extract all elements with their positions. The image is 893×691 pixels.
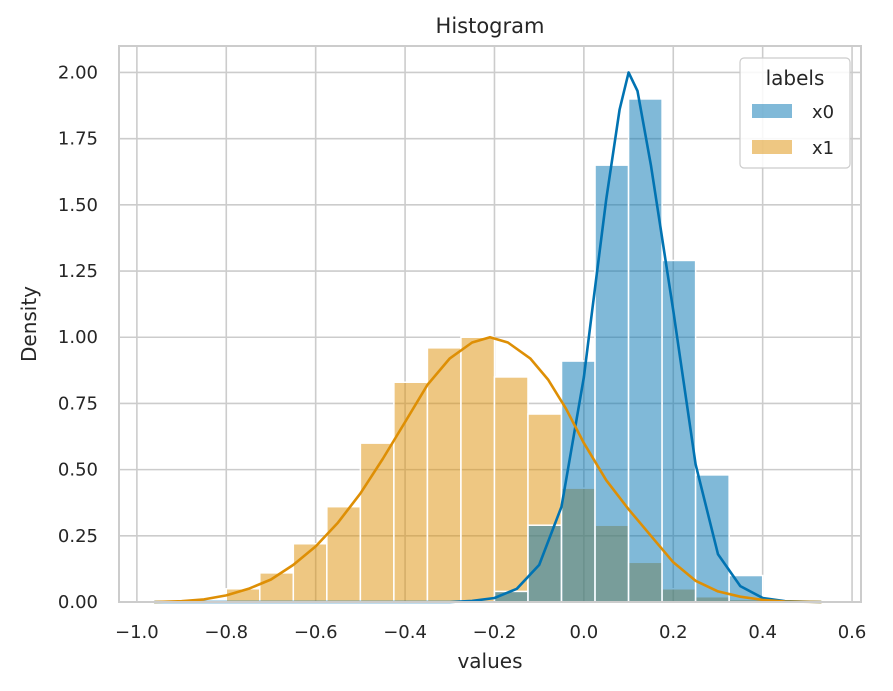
y-tick-label: 1.75: [58, 129, 98, 150]
y-tick-label: 0.75: [58, 393, 98, 414]
x-tick-label: −1.0: [115, 622, 159, 643]
kde-lines: [153, 71, 823, 604]
legend-label-x0: x0: [812, 102, 834, 123]
x-tick-label: −0.2: [473, 622, 517, 643]
bar-x1: [326, 505, 362, 603]
x-tick-label: 0.2: [659, 622, 688, 643]
bar-x0: [594, 164, 630, 603]
y-axis-label: Density: [17, 286, 41, 362]
y-tick-label: 1.50: [58, 195, 98, 216]
legend-swatch-x1: [752, 140, 792, 154]
x-tick-label: −0.4: [383, 622, 427, 643]
bar-x0: [527, 524, 563, 603]
legend-title: labels: [766, 66, 825, 90]
bar-x0: [627, 98, 663, 603]
x-axis-label: values: [457, 649, 522, 673]
bar-x1: [426, 347, 462, 603]
bar-x1: [259, 572, 295, 603]
x-tick-label: 0.4: [748, 622, 777, 643]
bars-series-x0: [493, 98, 764, 603]
bar-x1: [292, 543, 328, 603]
y-tick-label: 2.00: [58, 62, 98, 83]
legend-swatch-x0: [752, 104, 792, 118]
chart-title: Histogram: [436, 14, 545, 38]
legend-label-x1: x1: [812, 138, 834, 159]
y-tick-labels: 0.00 0.25 0.50 0.75 1.00 1.25 1.50 1.75 2.00: [58, 62, 98, 613]
plot-frame: [118, 45, 862, 603]
x-tick-label: 0.0: [570, 622, 599, 643]
bar-x1: [493, 376, 529, 603]
y-tick-label: 0.25: [58, 526, 98, 547]
x-tick-label: −0.6: [294, 622, 338, 643]
y-tick-label: 1.00: [58, 327, 98, 348]
x-tick-label: 0.6: [838, 622, 867, 643]
bar-x1: [460, 336, 496, 603]
y-tick-label: 0.50: [58, 460, 98, 481]
y-tick-label: 1.25: [58, 261, 98, 282]
bar-x0: [694, 474, 730, 603]
legend: labels x0 x1: [739, 57, 851, 169]
kde-line-x0: [153, 71, 823, 604]
x-tick-label: −0.8: [204, 622, 248, 643]
y-tick-label: 0.00: [58, 592, 98, 613]
x-tick-labels: −1.0 −0.8 −0.6 −0.4 −0.2 0.0 0.2 0.4 0.6: [115, 622, 866, 643]
kde-line-x1: [153, 335, 823, 604]
